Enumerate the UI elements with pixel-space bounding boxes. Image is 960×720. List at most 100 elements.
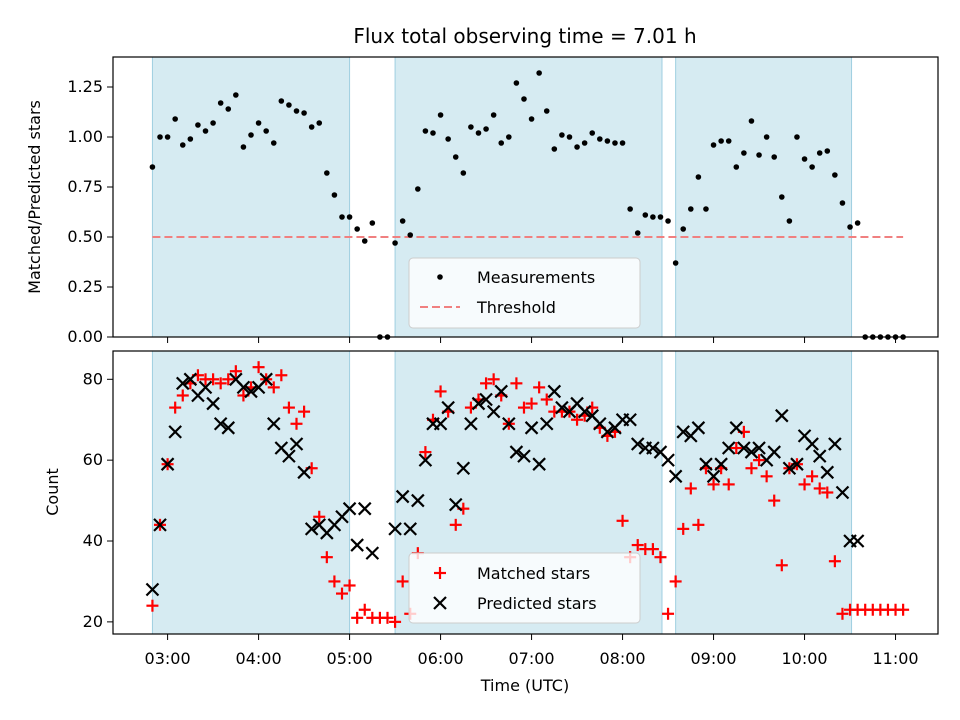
predicted-star-point [175, 376, 190, 391]
matched-star-point [768, 494, 781, 507]
measurement-point [225, 106, 232, 112]
matched-star-point [449, 518, 462, 531]
predicted-star-point [828, 437, 842, 451]
predicted-star-point [517, 449, 531, 463]
matched-star-point [176, 389, 189, 402]
matched-star-point [434, 385, 447, 398]
top-y-axis-label: Matched/Predicted stars [25, 100, 44, 294]
measurement-point [354, 226, 360, 232]
measurement-point [483, 126, 489, 132]
matched-legend-marker [434, 567, 446, 579]
predicted-star-point [509, 445, 524, 459]
predicted-star-point [289, 437, 304, 451]
matched-star-point [571, 413, 584, 426]
measurement-point [468, 124, 474, 130]
measurement-point [543, 108, 550, 114]
measurement-point [195, 122, 201, 128]
matched-star-point [207, 373, 220, 386]
measurement-point [460, 170, 467, 176]
measurement-point [778, 194, 785, 200]
predicted-star-point [206, 396, 220, 411]
measurement-point [498, 140, 505, 146]
x-tick-label: 09:00 [690, 649, 736, 668]
predicted-star-point [714, 457, 728, 471]
measurement-point [809, 164, 815, 170]
top-legend: Measurements Threshold [408, 257, 641, 329]
predicted-star-point [388, 522, 402, 536]
measurement-point [528, 116, 535, 122]
threshold-legend-label: Threshold [476, 298, 556, 317]
predicted-star-point [282, 449, 296, 463]
matched-star-point [358, 603, 371, 616]
measurement-point [597, 136, 603, 142]
predicted-star-point [160, 457, 175, 471]
matched-star-point [616, 514, 629, 527]
top-panel: 0.00 0.25 0.50 0.75 1.00 1.25 Matched/Predict… [25, 56, 939, 346]
predicted-star-point [737, 441, 751, 455]
predicted-star-point [221, 421, 236, 435]
predicted-star-point [433, 416, 448, 431]
measurement-point [521, 96, 527, 102]
matched-star-point [328, 575, 341, 588]
predicted-star-point [411, 493, 425, 508]
measurement-point [506, 134, 512, 140]
measurement-point [703, 206, 709, 212]
measurement-point [733, 164, 740, 170]
measurement-point [278, 98, 285, 104]
matched-star-point [351, 611, 364, 624]
predicted-star-point [524, 421, 539, 435]
top-y-tick-label: 0.75 [67, 177, 103, 196]
bottom-y-tick-label: 40 [83, 531, 103, 550]
measurement-point [286, 102, 292, 108]
measurement-point [475, 130, 482, 136]
predicted-star-point [729, 421, 744, 435]
measurement-point [657, 214, 664, 220]
predicted-star-point [699, 457, 713, 471]
measurement-point [756, 152, 762, 158]
measurement-point [695, 174, 702, 180]
predicted-star-point [479, 392, 493, 407]
matched-star-point [335, 587, 348, 600]
predicted-star-point [304, 522, 319, 536]
measurements-legend-label: Measurements [477, 268, 595, 287]
matched-star-points [146, 361, 910, 628]
predicted-star-point [706, 469, 721, 484]
predicted-star-point [213, 416, 228, 431]
predicted-star-point [168, 425, 182, 439]
predicted-star-point [767, 445, 781, 459]
measurement-point [437, 112, 444, 118]
top-y-tick-label: 0.50 [67, 227, 103, 246]
bottom-y-tick-label: 60 [83, 450, 103, 469]
predicted-star-point [691, 421, 706, 435]
top-legend-box [408, 257, 641, 329]
predicted-star-point [600, 425, 615, 439]
measurement-point [324, 170, 330, 176]
bottom-x-ticks: 03:00 04:00 05:00 06:00 07:00 08:00 09:00 10:00… [145, 634, 919, 668]
matched-star-point [631, 539, 644, 552]
matched-star-point [480, 377, 493, 390]
x-tick-label: 06:00 [418, 649, 464, 668]
matched-star-point [419, 446, 432, 459]
measurement-point [430, 130, 436, 136]
measurement-point [316, 120, 323, 126]
measurement-point [688, 206, 694, 212]
observation-window [675, 56, 853, 338]
x-tick-label: 11:00 [872, 649, 918, 668]
matched-star-point [510, 377, 523, 390]
measurement-point [407, 232, 414, 238]
predicted-legend-label: Predicted stars [477, 594, 597, 613]
x-tick-label: 07:00 [509, 649, 555, 668]
measurement-point [240, 144, 247, 150]
measurement-point [604, 138, 611, 144]
predicted-star-point [259, 372, 273, 387]
measurement-point [210, 120, 216, 126]
matched-star-point [267, 381, 280, 394]
matched-star-point [836, 607, 849, 620]
matched-legend-label: Matched stars [477, 564, 590, 583]
top-y-tick-label: 0.25 [67, 277, 103, 296]
measurement-point [816, 150, 823, 156]
predicted-star-point [555, 400, 569, 415]
measurement-point [513, 80, 520, 86]
matched-star-point [252, 361, 265, 374]
measurement-point [741, 150, 747, 156]
